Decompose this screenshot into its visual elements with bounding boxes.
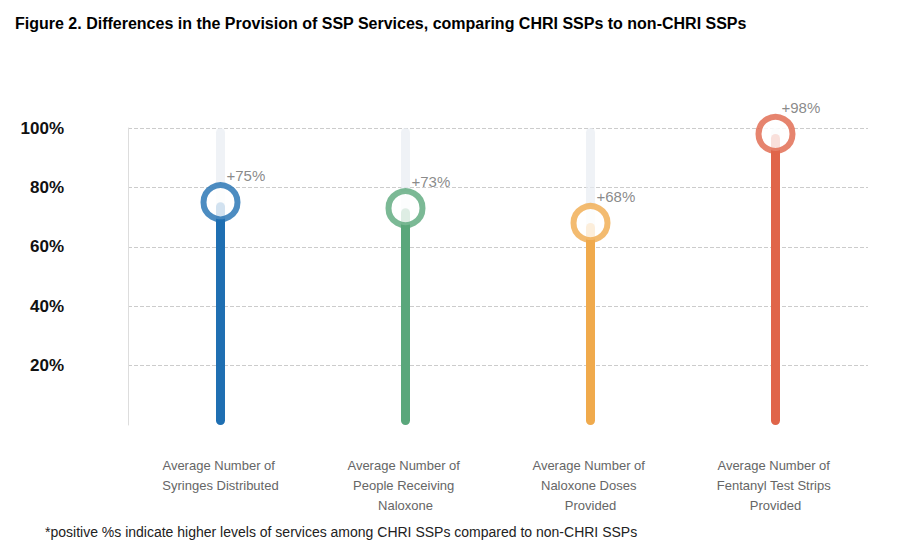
svg-text:+98%: +98% [782,99,821,116]
svg-text:Average Number of: Average Number of [532,458,648,473]
svg-text:Average Number of: Average Number of [162,458,278,473]
svg-text:People Receiving: People Receiving [353,478,458,493]
svg-text:40%: 40% [30,297,64,316]
svg-text:+75%: +75% [227,167,266,184]
svg-text:*positive %s indicate higher l: *positive %s indicate higher levels of s… [45,524,637,540]
svg-text:20%: 20% [30,356,64,375]
svg-text:Provided: Provided [565,498,616,513]
svg-text:Syringes Distributed: Syringes Distributed [162,478,278,493]
svg-text:Average Number of: Average Number of [717,458,833,473]
svg-text:80%: 80% [30,178,64,197]
svg-text:60%: 60% [30,237,64,256]
svg-text:Provided: Provided [750,498,801,513]
svg-text:Figure 2. Differences in the P: Figure 2. Differences in the Provision o… [15,15,747,32]
svg-text:Average Number of: Average Number of [347,458,463,473]
svg-text:+68%: +68% [597,188,636,205]
svg-text:+73%: +73% [412,173,451,190]
svg-text:Naloxone: Naloxone [378,498,433,513]
svg-text:Naloxone Doses: Naloxone Doses [541,478,640,493]
svg-text:100%: 100% [21,119,64,138]
svg-text:Fentanyl Test Strips: Fentanyl Test Strips [717,478,835,493]
